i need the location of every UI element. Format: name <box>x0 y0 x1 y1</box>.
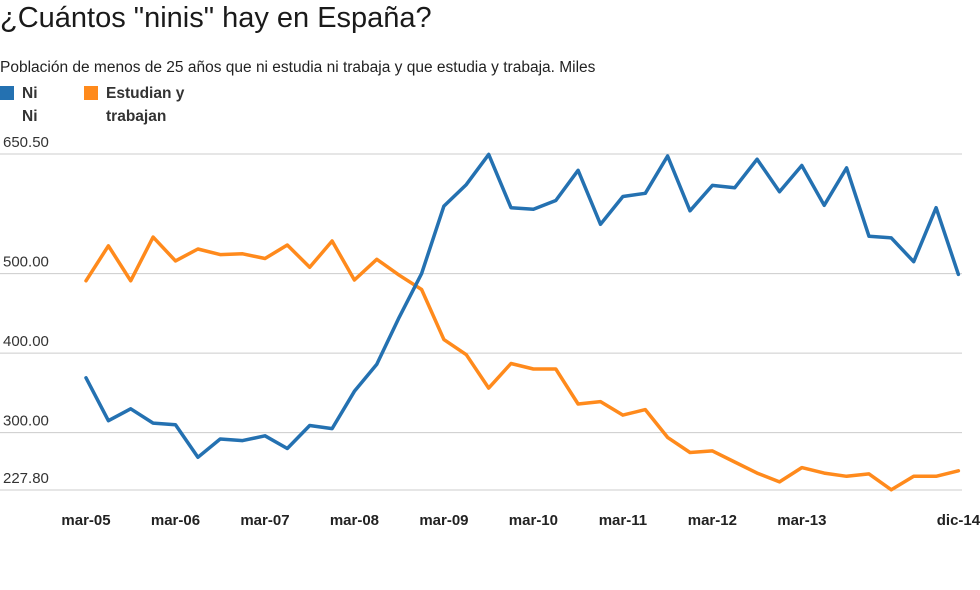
legend-swatch-estudian-y-trabajan <box>84 86 98 100</box>
chart-subtitle: Población de menos de 25 años que ni est… <box>0 59 596 76</box>
gridlines <box>0 153 962 491</box>
y-tick-label: 400.00 <box>3 333 49 350</box>
legend-label-line: Estudian y <box>106 85 185 102</box>
x-tick-label: mar-12 <box>688 512 737 529</box>
x-tick-label: mar-06 <box>151 512 200 529</box>
x-tick-label: mar-11 <box>599 512 647 529</box>
chart-title: ¿Cuántos "ninis" hay en España? <box>0 2 432 34</box>
legend-label-ni-ni: Ni Ni <box>22 82 38 128</box>
y-tick-label: 227.80 <box>3 470 49 487</box>
y-tick-label: 300.00 <box>3 413 49 430</box>
x-tick-label: mar-10 <box>509 512 558 529</box>
y-tick-label: 650.50 <box>3 134 49 151</box>
x-tick-label: dic-14 <box>937 512 980 529</box>
legend-label-line: Ni <box>22 85 38 102</box>
series-line-estudian-y-trabajan[interactable] <box>84 235 961 492</box>
series-line-ni-ni[interactable] <box>84 152 961 460</box>
x-tick-label: mar-09 <box>419 512 468 529</box>
series-lines <box>84 152 961 492</box>
y-tick-label: 500.00 <box>3 254 49 271</box>
x-tick-label: mar-07 <box>240 512 289 529</box>
x-tick-label: mar-08 <box>330 512 379 529</box>
legend-label-line: Ni <box>22 108 38 125</box>
legend-label-line: trabajan <box>106 108 167 125</box>
legend-label-estudian-y-trabajan: Estudian y trabajan <box>106 82 184 128</box>
y-axis-tick-labels: 650.50 500.00 400.00 300.00 227.80 <box>3 134 49 487</box>
x-tick-label: mar-13 <box>777 512 826 529</box>
x-tick-label: mar-05 <box>61 512 110 529</box>
x-axis-tick-labels: mar-05 mar-06 mar-07 mar-08 mar-09 mar-10 mar-… <box>61 512 980 529</box>
legend-swatch-ni-ni <box>0 86 14 100</box>
